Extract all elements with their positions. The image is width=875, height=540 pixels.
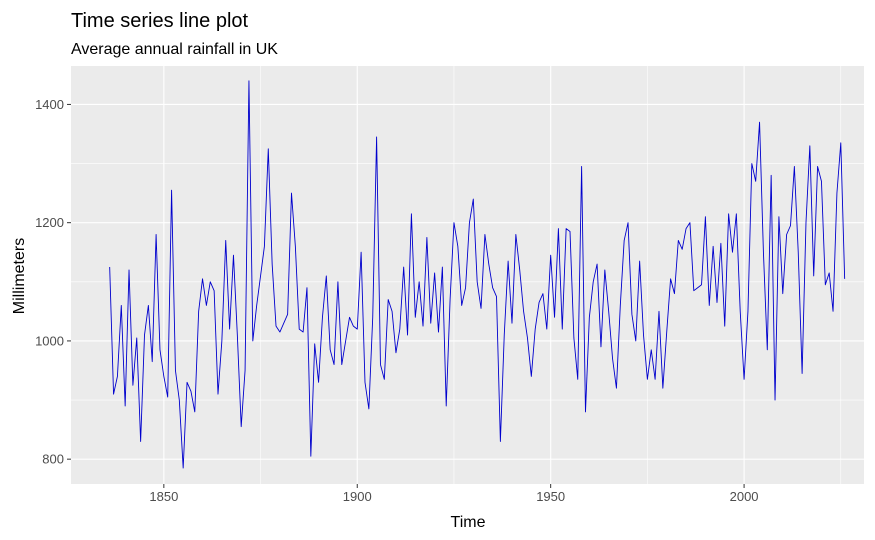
y-axis: 800 1000 1200 1400 [35,97,71,467]
x-tick-label: 1950 [536,489,565,504]
major-gridlines [71,66,864,484]
chart-subtitle: Average annual rainfall in UK [71,41,278,58]
series-line [109,80,846,469]
y-tick-label: 1000 [35,333,64,348]
y-axis-title: Millimeters [11,238,28,314]
plot-panel [71,66,864,484]
y-tick-label: 800 [42,452,64,467]
y-tick-label: 1200 [35,215,64,230]
x-tick-label: 2000 [730,489,759,504]
series-layer [109,80,846,469]
x-tick-label: 1850 [149,489,178,504]
x-axis-title: Time [451,514,486,531]
x-axis: 1850 1900 1950 2000 [149,484,759,504]
y-tick-label: 1400 [35,97,64,112]
x-tick-label: 1900 [343,489,372,504]
chart-title: Time series line plot [71,10,249,32]
